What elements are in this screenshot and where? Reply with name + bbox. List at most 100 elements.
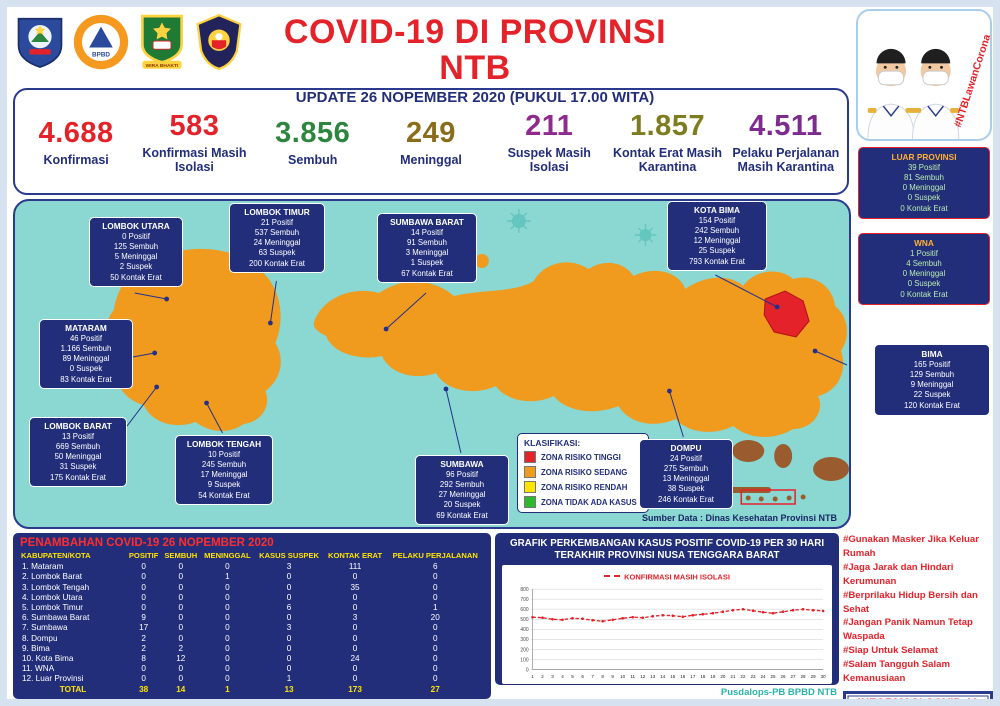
page-subtitle: UPDATE 26 NOPEMBER 2020 (PUKUL 17.00 WIT… bbox=[295, 89, 655, 107]
zone-legend-item: ZONA RISIKO RENDAH bbox=[524, 481, 642, 493]
x-tick-label: 21 bbox=[730, 673, 735, 678]
stat-label: Pelaku Perjalanan Masih Karantina bbox=[732, 145, 840, 174]
ntb-map-graphic bbox=[105, 209, 849, 505]
region-stat: 22 Suspek bbox=[913, 390, 951, 400]
data-point bbox=[781, 609, 785, 613]
region-box-mataram: MATARAM 46 Positif 1.166 Sembuh 89 Meningga… bbox=[39, 319, 133, 389]
region-stat: 67 Kontak Erat bbox=[401, 268, 453, 278]
side-box-luar-provinsi: LUAR PROVINSI 39 Positif 81 Sembuh 0 Mening… bbox=[858, 147, 990, 219]
stat-2: 3.856 Sembuh bbox=[254, 117, 372, 167]
daily-table-cell: 0 bbox=[286, 633, 292, 643]
y-tick-label: 300 bbox=[520, 637, 528, 643]
stat-3: 249 Meninggal bbox=[372, 117, 490, 167]
x-tick-label: 19 bbox=[710, 673, 715, 678]
region-stat: 17 Meninggal bbox=[200, 470, 248, 480]
daily-table-cell: 0 bbox=[352, 664, 358, 674]
stat-value: 1.857 bbox=[630, 109, 706, 142]
daily-table-region: 7. Sumbawa bbox=[22, 623, 68, 633]
daily-table-total-label: TOTAL bbox=[59, 684, 87, 694]
mascot-illustration bbox=[867, 48, 960, 139]
region-stat: 21 Positif bbox=[260, 218, 294, 227]
daily-table-cell: 0 bbox=[432, 572, 438, 582]
daily-table-row: 7. Sumbawa 17 0 0 3 0 0 bbox=[20, 623, 484, 633]
region-stat: 0 Suspek bbox=[69, 364, 103, 374]
daily-table-region: 11. WNA bbox=[22, 664, 55, 674]
daily-table-cell: 3 bbox=[286, 623, 292, 633]
data-point bbox=[551, 617, 554, 621]
daily-table-cell: 20 bbox=[430, 613, 440, 623]
region-stat: 13 Meninggal bbox=[662, 474, 710, 484]
data-point bbox=[721, 609, 725, 613]
region-stat: 50 Kontak Erat bbox=[110, 272, 162, 282]
daily-table-cell: 3 bbox=[286, 562, 292, 572]
daily-table-cell: 0 bbox=[225, 613, 230, 623]
x-tick-label: 30 bbox=[821, 673, 826, 678]
health-tip: #Jangan Panik Namun Tetap Waspada bbox=[843, 617, 973, 643]
region-stat: 0 Meninggal bbox=[902, 269, 946, 279]
daily-table-cell: 0 bbox=[225, 674, 230, 684]
daily-table-cell: 9 bbox=[141, 613, 146, 623]
region-stat: 63 Suspek bbox=[258, 248, 296, 258]
daily-table-cell: 6 bbox=[432, 562, 438, 572]
region-stat: 3 Meninggal bbox=[405, 248, 449, 258]
data-source: Sumber Data : Dinas Kesehatan Provinsi N… bbox=[641, 513, 837, 523]
data-point bbox=[591, 618, 594, 622]
x-tick-label: 18 bbox=[700, 673, 705, 678]
stat-4: 211 Suspek Masih Isolasi bbox=[490, 110, 608, 174]
daily-table-total-cell: 14 bbox=[176, 684, 186, 694]
right-column: #Gunakan Masker Jika Keluar Rumah #Jaga J… bbox=[843, 533, 993, 699]
daily-table-cell: 0 bbox=[178, 592, 184, 602]
stat-label: Konfirmasi bbox=[43, 152, 109, 167]
daily-table-cell: 0 bbox=[225, 582, 230, 592]
region-stat: 175 Kontak Erat bbox=[50, 472, 106, 482]
region-stat: 12 Meninggal bbox=[693, 236, 741, 246]
daily-table-cell: 0 bbox=[352, 643, 358, 653]
health-tip: #Gunakan Masker Jika Keluar Rumah bbox=[843, 534, 979, 559]
region-name: SUMBAWA bbox=[440, 459, 484, 469]
data-point bbox=[691, 613, 695, 617]
data-point bbox=[561, 617, 564, 621]
stat-value: 4.688 bbox=[38, 116, 114, 149]
zone-legend-items: ZONA RISIKO TINGGI ZONA RISIKO SEDANG ZONA… bbox=[524, 451, 642, 508]
region-stat: 38 Suspek bbox=[667, 484, 705, 494]
daily-table-cell: 0 bbox=[286, 582, 292, 592]
daily-table-row: 2. Lombok Barat 0 0 1 0 0 0 bbox=[20, 572, 484, 582]
daily-table-cell: 1 bbox=[432, 602, 438, 612]
daily-table-cell: 0 bbox=[141, 602, 146, 612]
daily-table-row: 1. Mataram 0 0 0 3 111 6 bbox=[20, 562, 484, 572]
x-tick-label: 12 bbox=[640, 673, 645, 678]
region-stat: 4 Sembuh bbox=[906, 259, 942, 269]
health-tips: #Gunakan Masker Jika Keluar Rumah #Jaga J… bbox=[843, 533, 993, 686]
daily-table-cell: 0 bbox=[432, 674, 438, 684]
daily-table-row: 3. Lombok Tengah 0 0 0 0 35 0 bbox=[20, 582, 484, 592]
x-tick-label: 1 bbox=[531, 673, 534, 678]
daily-table-cell: 2 bbox=[141, 633, 146, 643]
daily-table-cell: 0 bbox=[432, 643, 438, 653]
x-tick-label: 17 bbox=[690, 673, 695, 678]
daily-additions-panel: PENAMBAHAN COVID-19 26 NOPEMBER 2020 KAB… bbox=[13, 533, 491, 699]
region-stat: 50 Meninggal bbox=[54, 452, 102, 462]
daily-table-header: KASUS SUSPEK bbox=[259, 551, 320, 560]
region-stat: 9 Meninggal bbox=[910, 380, 954, 390]
daily-table-cell: 0 bbox=[225, 633, 230, 643]
region-name: SUMBAWA BARAT bbox=[390, 217, 464, 227]
region-stat: 54 Kontak Erat bbox=[198, 490, 250, 500]
daily-table-cell: 24 bbox=[350, 653, 360, 663]
wira-bhakti-logo-label: WIRA BHAKTI bbox=[146, 63, 179, 69]
daily-table-cell: 0 bbox=[178, 613, 184, 623]
y-tick-label: 600 bbox=[520, 606, 528, 612]
region-stat: 1 Suspek bbox=[410, 258, 444, 268]
data-point bbox=[601, 619, 604, 623]
map-panel: KLASIFIKASI: ZONA RISIKO TINGGI ZONA RISI… bbox=[13, 199, 851, 529]
data-point bbox=[751, 608, 755, 612]
daily-table-total-cell: 13 bbox=[284, 684, 294, 694]
region-stat: 27 Meninggal bbox=[438, 490, 486, 500]
data-point bbox=[631, 615, 635, 619]
x-tick-label: 28 bbox=[801, 673, 806, 678]
stat-value: 4.511 bbox=[749, 109, 823, 142]
zone-legend-item: ZONA RISIKO TINGGI bbox=[524, 451, 642, 463]
header-titles: COVID-19 DI PROVINSI NTB UPDATE 26 NOPEM… bbox=[255, 14, 695, 107]
daily-table-region: 5. Lombok Timur bbox=[22, 602, 83, 612]
daily-table-total-cell: 38 bbox=[139, 684, 149, 694]
